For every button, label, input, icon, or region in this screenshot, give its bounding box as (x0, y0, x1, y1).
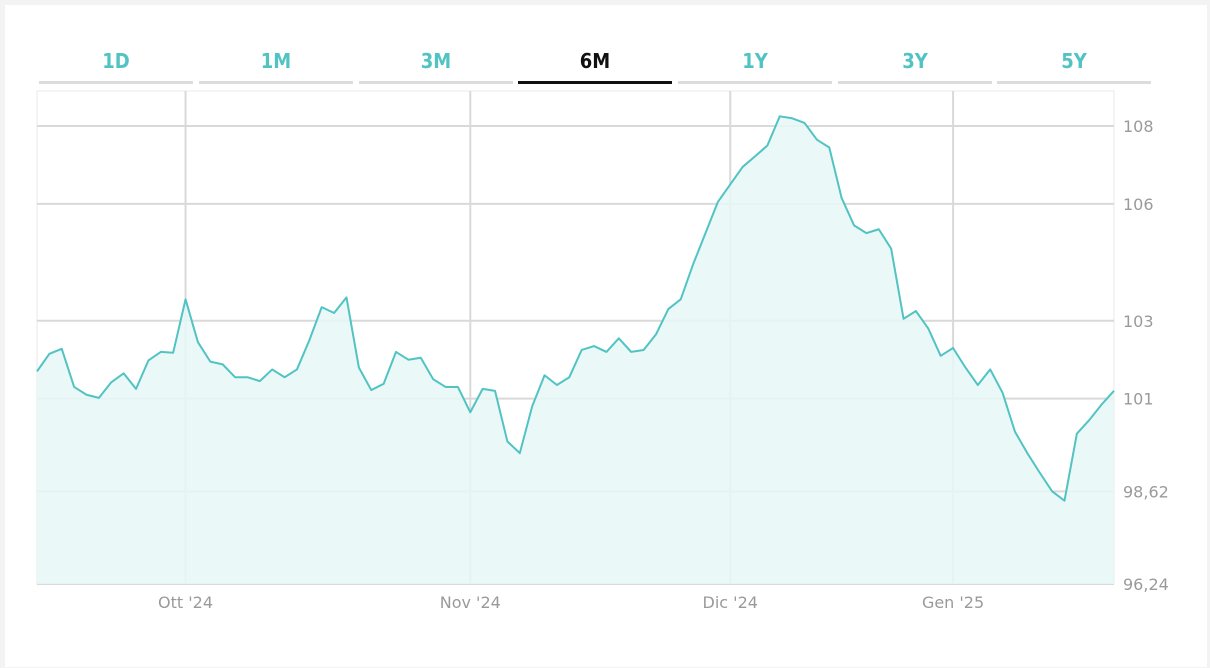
timeframe-tabs: 1D 1M 3M 6M 1Y 3Y 5Y (39, 40, 1159, 86)
y-tick-label: 106 (1123, 195, 1154, 214)
x-axis: Ott '24 Nov '24 Dic '24 Gen '25 (158, 593, 984, 612)
tab-1y[interactable]: 1Y (678, 40, 832, 84)
x-tick-label: Dic '24 (703, 593, 758, 612)
tab-6m[interactable]: 6M (518, 40, 672, 84)
x-tick-label: Gen '25 (922, 593, 984, 612)
y-tick-label: 98,62 (1123, 482, 1169, 501)
x-tick-label: Nov '24 (440, 593, 501, 612)
y-axis: 96,24 98,62 101 103 106 108 (1123, 117, 1169, 594)
y-tick-label: 108 (1123, 117, 1154, 136)
x-tick-label: Ott '24 (158, 593, 213, 612)
y-tick-label: 103 (1123, 312, 1154, 331)
y-tick-label: 96,24 (1123, 575, 1169, 594)
price-area (37, 116, 1114, 584)
tab-1d[interactable]: 1D (39, 40, 193, 84)
tab-3m[interactable]: 3M (359, 40, 513, 84)
tab-3y[interactable]: 3Y (838, 40, 992, 84)
y-tick-label: 101 (1123, 390, 1154, 409)
tab-1m[interactable]: 1M (199, 40, 353, 84)
price-line (36, 115, 1115, 502)
tab-5y[interactable]: 5Y (997, 40, 1151, 84)
